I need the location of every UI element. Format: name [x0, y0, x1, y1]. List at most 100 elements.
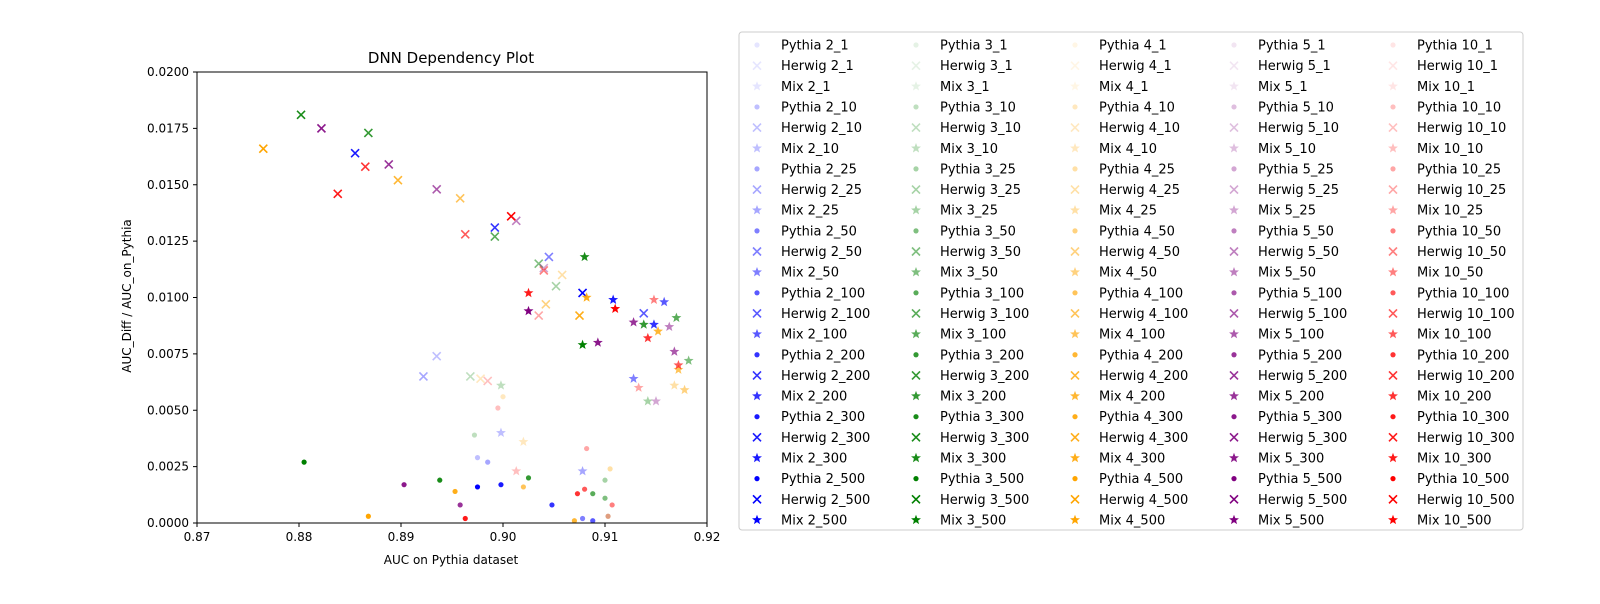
legend-label: Pythia 5_200	[1258, 348, 1342, 363]
legend-label: Pythia 3_100	[940, 286, 1024, 301]
legend-label: Mix 5_300	[1258, 452, 1324, 467]
legend-marker	[1070, 514, 1080, 525]
legend-entry: Pythia 2_300	[754, 410, 865, 425]
data-point	[474, 484, 481, 490]
data-point	[610, 303, 621, 313]
legend-marker	[752, 308, 762, 319]
legend-marker	[1070, 266, 1080, 277]
x-tick-label: 0.91	[592, 530, 619, 544]
data-point	[544, 252, 554, 262]
legend-label: Mix 4_100	[1099, 328, 1165, 343]
legend-marker	[1229, 61, 1239, 71]
legend-entry: Pythia 5_500	[1231, 472, 1342, 487]
legend-label: Pythia 4_10	[1099, 100, 1175, 115]
legend-entry: Herwig 10_100	[1388, 307, 1515, 322]
legend-marker	[754, 104, 760, 110]
legend-marker	[754, 352, 760, 358]
y-axis-label: AUC_Diff / AUC_on_Pythia	[120, 219, 134, 373]
legend-marker	[1231, 104, 1237, 110]
legend-marker	[1390, 290, 1396, 296]
legend-marker	[1070, 61, 1080, 71]
data-point	[474, 455, 481, 461]
legend-entry: Herwig 2_10	[752, 121, 862, 136]
legend-marker	[1231, 290, 1237, 296]
data-point	[365, 513, 371, 519]
legend-marker	[1388, 143, 1398, 153]
legend-marker	[1072, 228, 1078, 234]
legend-label: Pythia 4_500	[1099, 472, 1183, 487]
legend-entry: Mix 4_500	[1070, 513, 1165, 528]
legend-label: Pythia 2_300	[781, 410, 865, 425]
legend-marker	[1070, 123, 1080, 133]
legend-label: Pythia 4_1	[1099, 39, 1167, 54]
legend-label: Herwig 3_500	[940, 493, 1029, 508]
legend-label: Mix 10_300	[1417, 452, 1492, 467]
data-point	[584, 445, 590, 452]
chart-title: DNN Dependency Plot	[368, 49, 534, 67]
legend-entry: Mix 3_10	[911, 142, 998, 157]
legend-marker	[1390, 352, 1396, 358]
data-point	[642, 332, 653, 343]
legend-entry: Pythia 3_1	[913, 39, 1008, 54]
data-point	[483, 376, 493, 386]
legend-label: Herwig 5_25	[1258, 183, 1339, 198]
legend-label: Mix 4_1	[1099, 80, 1149, 95]
legend-entry: Mix 4_50	[1070, 266, 1157, 281]
y-tick-label: 0.0150	[147, 178, 189, 192]
legend-marker	[752, 246, 762, 257]
legend-marker	[1072, 476, 1078, 482]
scatter-points	[258, 110, 694, 524]
legend-marker	[1231, 166, 1237, 172]
legend-entry: Pythia 2_500	[754, 472, 865, 487]
legend-label: Pythia 3_10	[940, 100, 1016, 115]
legend-marker	[1229, 494, 1239, 504]
data-point	[639, 308, 649, 318]
legend-entry: Mix 2_25	[752, 204, 839, 219]
legend-label: Herwig 4_500	[1099, 493, 1188, 508]
legend-label: Herwig 4_10	[1099, 121, 1180, 136]
data-point	[590, 518, 596, 524]
legend-entry: Herwig 4_25	[1070, 183, 1180, 198]
data-point	[628, 373, 639, 383]
legend-marker	[913, 166, 919, 172]
data-point	[671, 312, 682, 322]
legend-label: Mix 5_200	[1258, 390, 1324, 405]
legend-marker	[1388, 266, 1398, 277]
legend-marker	[1229, 514, 1239, 525]
legend-entry: Mix 3_300	[911, 452, 1006, 467]
legend-entry: Herwig 4_1	[1070, 59, 1172, 74]
legend-marker	[752, 494, 762, 504]
legend-label: Mix 5_100	[1258, 328, 1324, 343]
legend-marker	[911, 514, 921, 525]
legend-marker	[1390, 228, 1396, 234]
legend-label: Herwig 3_25	[940, 183, 1021, 198]
legend-marker	[1229, 452, 1239, 463]
legend-entry: Mix 5_300	[1229, 452, 1324, 467]
data-point	[673, 364, 684, 374]
legend-entry: Herwig 2_300	[752, 431, 870, 446]
legend-entry: Pythia 10_200	[1390, 348, 1509, 363]
y-tick-label: 0.0125	[147, 234, 189, 248]
data-point	[457, 502, 463, 508]
legend-label: Mix 10_10	[1417, 142, 1483, 157]
legend-label: Mix 10_25	[1417, 204, 1483, 219]
legend-label: Herwig 10_50	[1417, 245, 1506, 260]
legend-entry: Pythia 4_50	[1072, 224, 1175, 239]
legend-entry: Pythia 3_300	[913, 410, 1024, 425]
legend-marker	[1070, 432, 1080, 442]
data-point	[609, 502, 615, 508]
legend-label: Herwig 4_25	[1099, 183, 1180, 198]
legend-entry: Herwig 4_300	[1070, 431, 1188, 446]
legend-marker	[1388, 452, 1398, 463]
legend-label: Mix 3_10	[940, 142, 998, 157]
legend-marker	[1229, 205, 1239, 215]
legend-marker	[752, 452, 762, 463]
legend-marker	[1231, 352, 1237, 358]
legend-marker	[1072, 166, 1078, 172]
legend-marker	[752, 370, 762, 380]
legend-entry: Herwig 10_500	[1388, 493, 1515, 508]
legend-entry: Pythia 2_10	[754, 100, 857, 115]
data-point	[452, 488, 458, 495]
legend-entry: Pythia 5_100	[1231, 286, 1342, 301]
legend-label: Mix 10_200	[1417, 390, 1492, 405]
